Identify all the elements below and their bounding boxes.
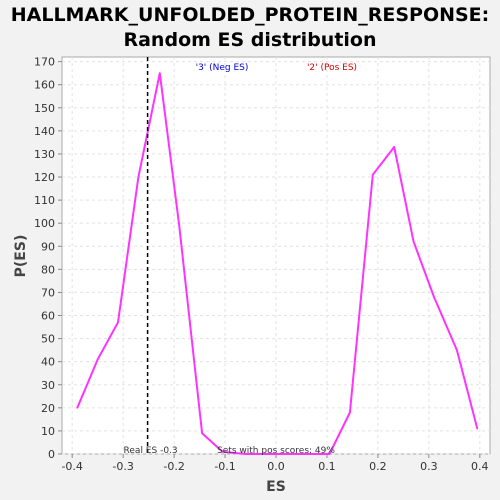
y-tick-label: 60 [41,310,55,323]
data-point [433,296,435,298]
data-point [372,173,374,176]
y-tick-label: 120 [34,171,55,184]
y-tick-label: 40 [41,356,55,369]
pos-scores-label: Sets with pos scores: 49% [217,446,335,456]
data-point [76,407,79,409]
data-point [178,224,180,227]
y-tick-label: 160 [34,79,55,92]
data-point [393,146,396,148]
neg-es-label: '3' (Neg ES) [196,63,249,73]
data-point [305,453,308,455]
x-axis-label: ES [266,479,286,495]
data-point [412,240,415,243]
data-point [137,176,140,178]
data-point [349,411,351,414]
pos-es-label: '2' (Pos ES) [307,63,357,73]
y-tick-label: 0 [48,448,55,461]
data-point [221,450,224,453]
x-tick-label: 0.0 [267,460,285,473]
x-tick-label: -0.2 [163,460,184,473]
y-tick-label: 90 [41,240,55,253]
data-point [159,72,161,74]
x-tick-label: -0.3 [112,460,133,473]
y-tick-label: 140 [34,125,55,138]
x-tick-label: 0.1 [318,460,336,473]
y-tick-label: 50 [41,333,55,346]
y-axis-label: P(ES) [13,235,29,278]
y-tick-label: 20 [41,402,55,415]
data-point [476,427,479,430]
chart-subtitle: Random ES distribution [123,29,376,51]
x-tick-label: 0.2 [369,460,387,473]
x-tick-label: -0.1 [214,460,235,473]
data-point [275,453,277,455]
y-tick-label: 30 [41,379,55,392]
data-point [456,349,458,351]
data-point [201,432,203,435]
data-point [328,453,331,455]
x-tick-label: 0.4 [471,460,489,473]
y-tick-label: 10 [41,425,55,438]
y-tick-label: 80 [41,263,55,276]
x-tick-label: 0.3 [420,460,438,473]
y-tick-label: 70 [41,286,55,299]
y-tick-label: 110 [34,194,55,207]
grid [62,57,490,455]
chart-title: HALLMARK_UNFOLDED_PROTEIN_RESPONSE: [11,4,490,26]
data-point [96,358,99,361]
y-tick-label: 130 [34,148,55,161]
x-tick-label: -0.4 [61,460,82,473]
data-point [117,321,119,324]
y-tick-label: 170 [34,56,55,69]
data-point [244,453,247,455]
axes: -0.4 -0.3 -0.2 -0.1 0.0 0.1 0.2 0.3 0.4 0 10 20 30 40… [34,56,489,473]
y-tick-label: 100 [34,217,55,230]
real-es-label: Real ES -0.3 [124,446,178,456]
y-tick-label: 150 [34,102,55,115]
series-group [76,72,479,455]
